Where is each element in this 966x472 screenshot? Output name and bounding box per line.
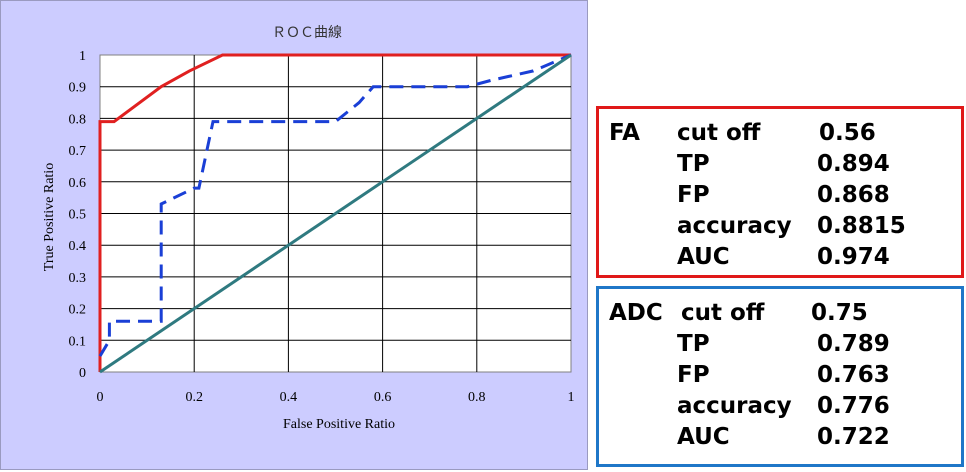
- x-tick-label: 0: [97, 390, 104, 405]
- chart-title: ＲＯＣ曲線: [272, 25, 342, 41]
- y-tick-label: 1: [79, 49, 86, 64]
- x-tick-label: 0.8: [468, 390, 486, 405]
- metric-value: 0.776: [817, 393, 890, 419]
- x-axis-label: False Positive Ratio: [283, 417, 395, 432]
- roc-chart: ＲＯＣ曲線 0 0.2 0.4 0.6 0.8 100.10.20.30.40.50.60…: [42, 25, 575, 432]
- y-axis-label: True Positive Ratio: [42, 163, 57, 271]
- metric-label: AUC: [677, 424, 730, 450]
- y-tick-label: 0.2: [69, 303, 87, 318]
- x-tick-label: 1: [568, 390, 575, 405]
- y-tick-label: 0.4: [69, 239, 87, 254]
- metric-label: TP: [677, 151, 710, 177]
- fa-group-name: FA: [609, 120, 640, 146]
- metric-label: cut off: [681, 300, 765, 326]
- y-tick-label: 0.1: [69, 334, 87, 349]
- metric-label: cut off: [677, 120, 761, 146]
- y-tick-label: 0.8: [69, 112, 87, 127]
- x-tick-label: 0.6: [374, 390, 392, 405]
- metric-value: 0.763: [817, 362, 890, 388]
- series-line-blue-dashed: [98, 53, 572, 357]
- adc-stats-box: ADC cut off 0.75 TP 0.789 FP 0.763 accur…: [596, 286, 964, 467]
- y-tick-label: 0.5: [69, 208, 87, 223]
- axis-ticks: 0 0.2 0.4 0.6 0.8 1 0 0.1 0.2 0.3 0.4 0.5 0.6 0.7 0.8 0…: [69, 49, 575, 405]
- metric-label: FP: [677, 182, 710, 208]
- y-tick-label: 0.7: [69, 144, 87, 159]
- roc-chart-panel: ＲＯＣ曲線 0 0.2 0.4 0.6 0.8 1 0 0.1 0.2 0.3 0.4 0.5 0.6 0…: [0, 0, 588, 470]
- metric-value: 0.868: [817, 182, 890, 208]
- adc-group-name: ADC: [609, 300, 663, 326]
- metric-label: accuracy: [677, 393, 792, 419]
- metric-label: accuracy: [677, 213, 792, 239]
- series-line-diagonal: [99, 53, 572, 374]
- metric-value: 0.894: [817, 151, 890, 177]
- y-tick-label: 0.6: [69, 176, 87, 191]
- metric-value: 0.75: [811, 300, 868, 326]
- metric-label: TP: [677, 331, 710, 357]
- y-tick-label: 0.3: [69, 271, 87, 286]
- metric-value: 0.974: [817, 244, 890, 270]
- series-lines: [98, 53, 572, 374]
- x-tick-label: 0.4: [280, 390, 298, 405]
- metric-value: 0.789: [817, 331, 890, 357]
- x-tick-label: 0.2: [185, 390, 203, 405]
- metric-value: 0.722: [817, 424, 890, 450]
- metric-value: 0.8815: [817, 213, 906, 239]
- metric-value: 0.56: [819, 120, 876, 146]
- y-tick-label: 0.9: [69, 81, 87, 96]
- series-line-red: [98, 53, 571, 372]
- fa-stats-box: FA cut off 0.56 TP 0.894 FP 0.868 accura…: [596, 106, 964, 278]
- metric-label: FP: [677, 362, 710, 388]
- y-tick-label: 0: [79, 366, 86, 381]
- metric-label: AUC: [677, 244, 730, 270]
